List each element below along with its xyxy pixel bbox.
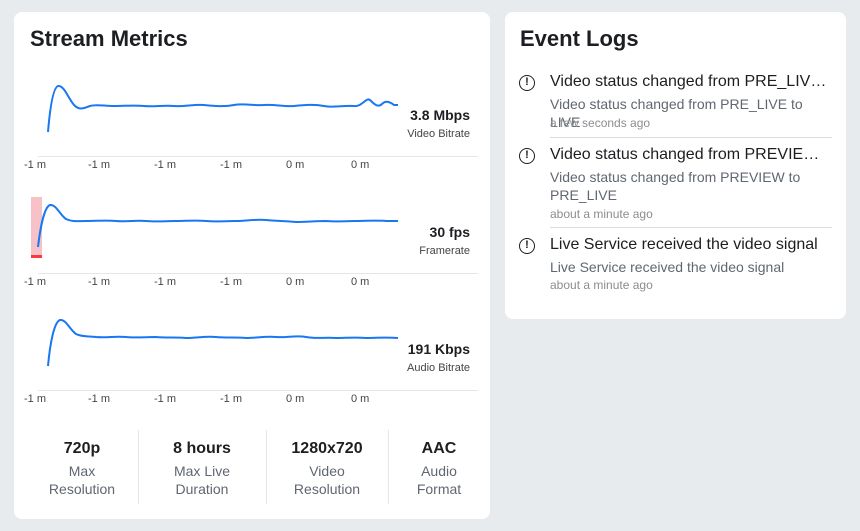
axis-tick: -1 m [24,159,46,171]
event-description: Live Service received the video signal [550,259,785,275]
event-log-item[interactable]: ! Video status changed from PRE_LIVE ...… [519,73,832,133]
audio-bitrate-chart: -1 m -1 m -1 m -1 m 0 m 0 m 191 Kbps Aud… [24,312,480,412]
audio-bitrate-label: Audio Bitrate [407,362,470,374]
axis-tick: -1 m [88,393,110,405]
event-logs-card: Event Logs ! Video status changed from P… [505,12,846,319]
axis-tick: 0 m [286,393,305,405]
axis-tick: -1 m [154,276,176,288]
axis-tick: -1 m [24,393,46,405]
framerate-warning-marker [31,255,42,258]
framerate-label: Framerate [419,245,470,257]
framerate-axis: -1 m -1 m -1 m -1 m 0 m 0 m [24,276,404,290]
stat-divider [388,430,389,504]
stat-label: Max Resolution [32,462,132,498]
stat-value: AAC [421,440,457,457]
stream-metrics-title: Stream Metrics [30,26,188,51]
stat-value: 1280x720 [291,440,363,457]
framerate-warning-band [31,197,42,255]
framerate-value: 30 fps [429,224,470,240]
stat-label: Video Resolution [272,462,382,498]
stat-label-line: Resolution [293,481,361,497]
framerate-chart: -1 m -1 m -1 m -1 m 0 m 0 m 30 fps Frame… [24,195,480,295]
stat-max-live-duration: 8 hours Max Live Duration [144,430,260,506]
stat-label-line: Video [309,463,345,479]
axis-tick: -1 m [154,159,176,171]
video-bitrate-line [47,85,398,133]
axis-tick: 0 m [351,276,370,288]
chart-baseline [38,273,478,274]
stat-max-resolution: 720p Max Resolution [32,430,132,506]
event-description: Video status changed from PREVIEW to PRE… [550,168,810,204]
stat-value: 720p [63,440,101,457]
stat-label-line: Resolution [48,481,116,497]
stat-divider [138,430,139,504]
event-timestamp: about a minute ago [550,278,653,292]
axis-tick: -1 m [220,159,242,171]
stat-label-line: Format [416,481,462,497]
stat-value: 8 hours [173,440,231,457]
axis-tick: 0 m [351,159,370,171]
event-log-item[interactable]: ! Live Service received the video signal… [519,236,832,296]
axis-tick: -1 m [24,276,46,288]
axis-tick: 0 m [286,159,305,171]
video-bitrate-axis: -1 m -1 m -1 m -1 m 0 m 0 m [24,159,404,173]
stat-video-resolution: 1280x720 Video Resolution [272,430,382,506]
stream-metrics-card: Stream Metrics -1 m -1 m -1 m -1 m 0 m 0… [14,12,490,519]
event-divider [550,227,832,228]
event-logs-title: Event Logs [520,26,639,51]
event-title: Video status changed from PREVIEW ... [550,146,832,163]
chart-baseline [38,390,478,391]
audio-bitrate-value: 191 Kbps [407,341,470,357]
exclamation-circle-icon: ! [519,75,535,91]
video-bitrate-chart: -1 m -1 m -1 m -1 m 0 m 0 m 3.8 Mbps Vid… [24,78,480,178]
stat-label-line: Audio [421,463,457,479]
axis-tick: -1 m [220,276,242,288]
event-title: Video status changed from PRE_LIVE ... [550,73,832,90]
audio-bitrate-axis: -1 m -1 m -1 m -1 m 0 m 0 m [24,393,404,407]
axis-tick: -1 m [220,393,242,405]
stat-label-line: Max [68,463,96,479]
event-divider [550,137,832,138]
audio-bitrate-line [47,318,399,367]
axis-tick: -1 m [88,159,110,171]
event-description-line: PRE_LIVE [550,187,617,203]
event-description-line: Video status changed from PREVIEW to [550,169,801,185]
exclamation-circle-icon: ! [519,238,535,254]
axis-tick: -1 m [154,393,176,405]
event-description: Video status changed from PRE_LIVE to LI… [550,96,803,130]
stat-label: Max Live Duration [144,462,260,498]
stat-audio-format: AAC Audio Format [394,430,484,506]
stat-label-line: Max Live [173,463,231,479]
axis-tick: 0 m [351,393,370,405]
axis-tick: -1 m [88,276,110,288]
event-timestamp: a few seconds ago [550,116,651,130]
stat-label-line: Duration [175,481,229,497]
stat-divider [266,430,267,504]
event-log-item[interactable]: ! Video status changed from PREVIEW ... … [519,146,832,228]
video-bitrate-sparkline [47,85,398,133]
framerate-sparkline [31,197,398,258]
axis-tick: 0 m [286,276,305,288]
video-bitrate-label: Video Bitrate [407,128,470,140]
audio-bitrate-sparkline [47,318,399,367]
framerate-line [37,203,398,248]
event-timestamp: about a minute ago [550,207,653,221]
video-bitrate-value: 3.8 Mbps [410,107,470,123]
stat-label: Audio Format [394,462,484,498]
chart-baseline [38,156,478,157]
exclamation-circle-icon: ! [519,148,535,164]
event-title: Live Service received the video signal [550,236,818,253]
stream-stats: 720p Max Resolution 8 hours Max Live Dur… [14,430,490,510]
